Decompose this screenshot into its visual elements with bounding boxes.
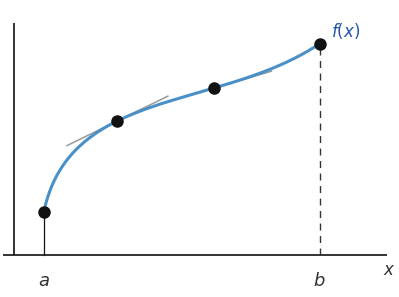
Text: $f(x)$: $f(x)$ xyxy=(331,21,360,41)
Text: $a$: $a$ xyxy=(38,272,50,290)
Text: $x$: $x$ xyxy=(383,261,395,279)
Text: $b$: $b$ xyxy=(313,272,326,290)
